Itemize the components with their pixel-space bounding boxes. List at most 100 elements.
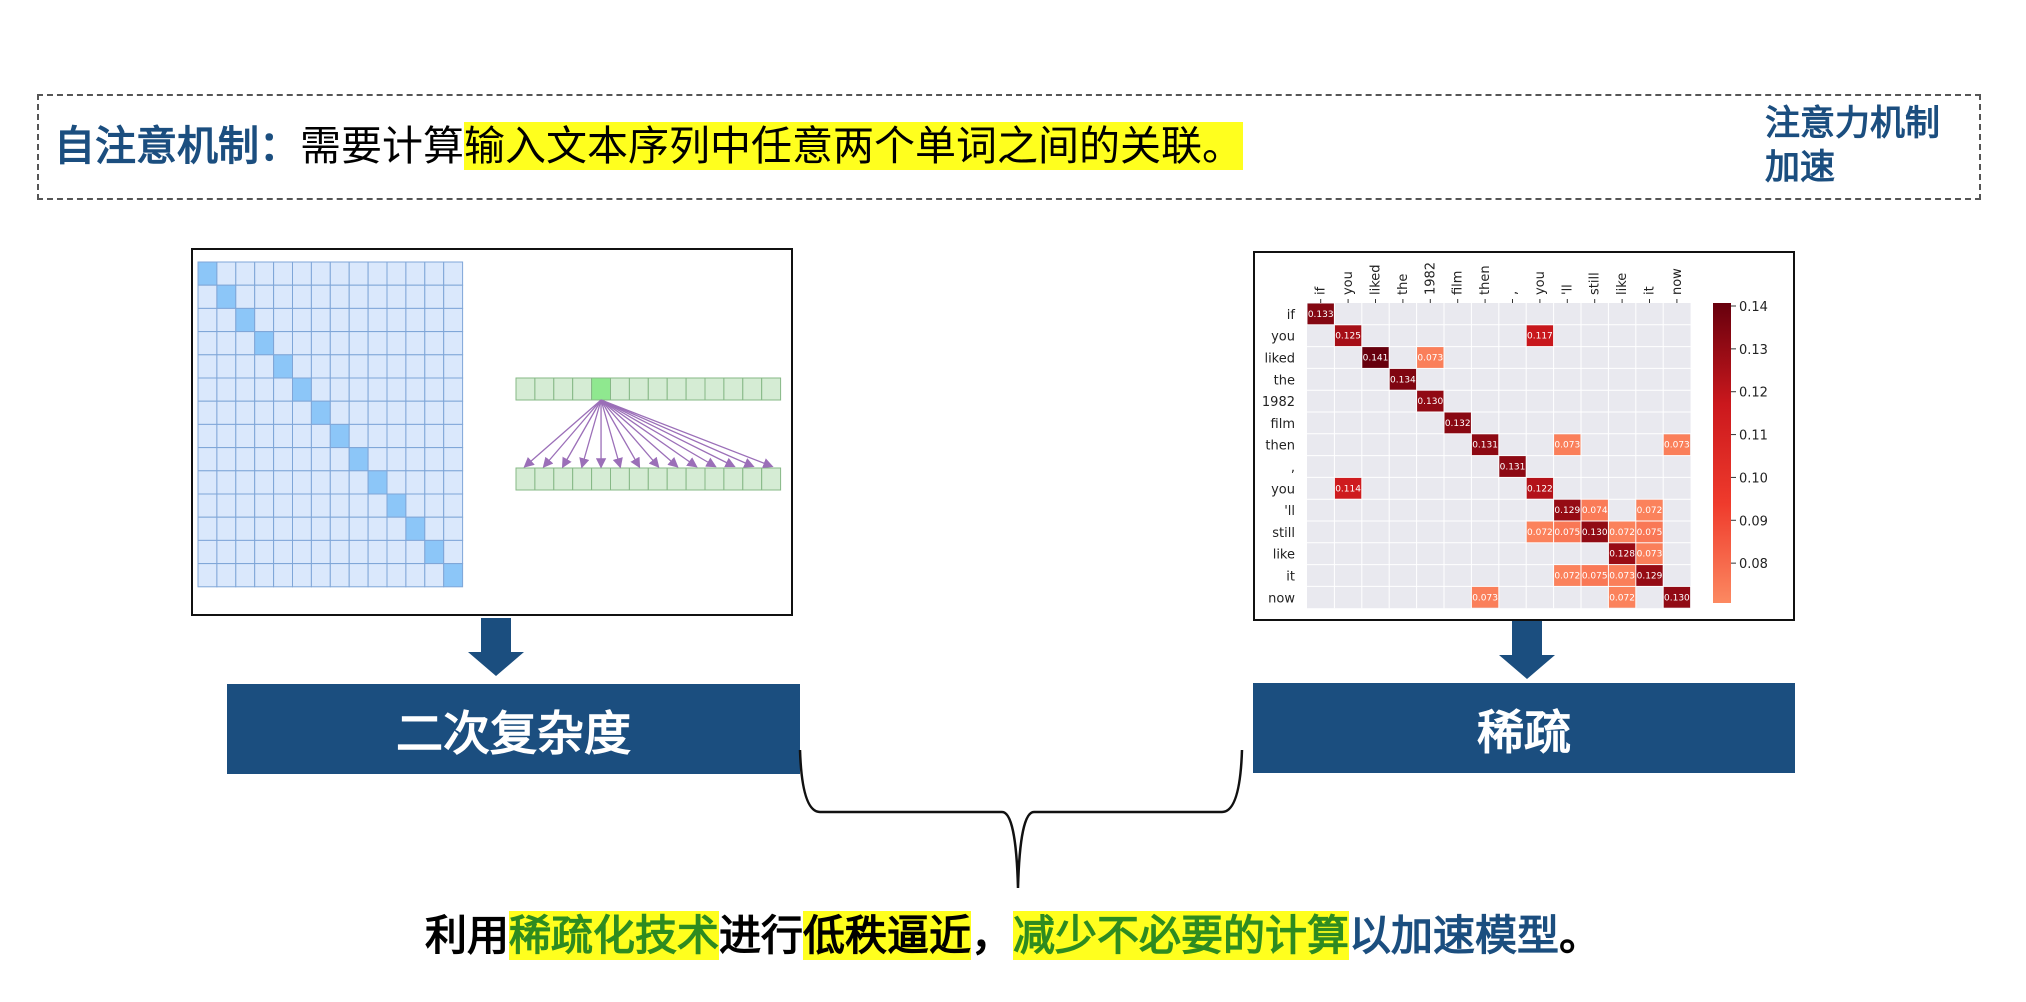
- heatmap-cell-label: 0.072: [1609, 528, 1635, 538]
- grid-cell: [273, 307, 293, 333]
- grid-cell: [386, 261, 407, 286]
- grid-cell: [216, 516, 237, 541]
- grid-cell: [235, 423, 256, 449]
- grid-cell: [235, 539, 256, 565]
- down-arrow-right-icon: [1499, 621, 1555, 679]
- heatmap-cell-label: 0.072: [1527, 528, 1553, 538]
- y-tick-label: like: [1273, 548, 1295, 563]
- heatmap-cell-label: 0.072: [1609, 593, 1635, 603]
- grid-cell: [424, 493, 445, 518]
- grid-cell: [424, 423, 445, 449]
- grid-cell: [367, 516, 388, 541]
- query-token: [685, 377, 706, 401]
- grid-cell: [310, 354, 331, 379]
- query-token: [515, 377, 536, 401]
- grid-cell: [443, 563, 464, 588]
- grid-cell: [405, 261, 426, 286]
- grid-cell: [273, 423, 293, 449]
- quadratic-complexity-box: 二次复杂度: [227, 684, 800, 774]
- heatmap-cell-label: 0.125: [1335, 332, 1361, 342]
- heatmap-cell-label: 0.131: [1472, 441, 1498, 451]
- heatmap-cell-label: 0.075: [1582, 572, 1608, 582]
- grid-cell: [254, 493, 275, 518]
- grid-cell: [405, 284, 426, 309]
- heatmap-cell-label: 0.074: [1582, 506, 1608, 516]
- grid-cell: [273, 470, 293, 495]
- grid-cell: [329, 563, 350, 588]
- grid-cell: [273, 354, 293, 379]
- y-tick-label: 'll: [1284, 504, 1295, 519]
- conclusion-part-6: 减少不必要的计算: [1013, 911, 1350, 960]
- key-token: [515, 467, 536, 491]
- grid-cell: [292, 331, 312, 356]
- grid-cell: [443, 331, 464, 356]
- grid-cell: [235, 307, 256, 333]
- heatmap-cell: [1663, 586, 1691, 608]
- grid-cell: [424, 400, 445, 425]
- heatmap-cell: [1554, 521, 1581, 543]
- grid-cell: [235, 400, 256, 425]
- grid-cell: [292, 354, 312, 379]
- heatmap-cell: [1471, 586, 1499, 608]
- grid-cell: [329, 516, 350, 541]
- grid-cell: [273, 377, 293, 402]
- colorbar: [1713, 303, 1731, 603]
- grid-cell: [292, 539, 312, 565]
- y-tick-label: you: [1271, 330, 1295, 345]
- heatmap-cell-label: 0.072: [1637, 506, 1663, 516]
- grid-cell: [292, 493, 312, 518]
- y-tick-label: 1982: [1262, 395, 1295, 410]
- grid-cell: [386, 563, 407, 588]
- grid-cell: [310, 516, 331, 541]
- grid-cell: [254, 470, 275, 495]
- corner-line-2: 加速: [1765, 148, 1836, 188]
- grid-cell: [405, 423, 426, 449]
- query-token: [534, 377, 555, 401]
- heatmap-cell: [1307, 303, 1334, 325]
- grid-cell: [273, 447, 293, 472]
- grid-cell: [348, 261, 369, 286]
- grid-cell: [367, 377, 388, 402]
- header-colon: ：: [259, 122, 300, 170]
- grid-cell: [254, 539, 275, 565]
- sparse-box: 稀疏: [1253, 683, 1795, 773]
- grid-cell: [310, 423, 331, 449]
- grid-cell: [367, 284, 388, 309]
- grid-cell: [254, 307, 275, 333]
- heatmap-cell: [1444, 412, 1471, 434]
- dense-attention-figure: [197, 261, 782, 588]
- grid-cell: [216, 400, 237, 425]
- grid-cell: [235, 447, 256, 472]
- heatmap-cell: [1554, 499, 1581, 521]
- heatmap-cell-label: 0.133: [1308, 310, 1334, 320]
- grid-cell: [367, 423, 388, 449]
- colorbar-tick-label: 0.14: [1739, 300, 1768, 315]
- query-token: [704, 377, 725, 401]
- heatmap-cell-label: 0.073: [1554, 441, 1580, 451]
- grid-cell: [405, 470, 426, 495]
- heatmap-cell: [1581, 521, 1608, 543]
- key-token: [685, 467, 706, 491]
- grid-cell: [386, 400, 407, 425]
- grid-cell: [443, 400, 464, 425]
- key-token: [572, 467, 593, 491]
- grid-cell: [254, 447, 275, 472]
- grid-cell: [216, 423, 237, 449]
- y-tick-label: film: [1271, 417, 1295, 432]
- heatmap-cell-label: 0.128: [1609, 550, 1635, 560]
- x-tick-label: you: [1533, 271, 1548, 295]
- x-tick-label: ,: [1506, 291, 1521, 295]
- header-corner-label: 注意力机制 加速: [1765, 102, 1940, 190]
- grid-cell: [367, 307, 388, 333]
- grid-cell: [292, 284, 312, 309]
- grid-cell: [235, 563, 256, 588]
- grid-cell: [443, 377, 464, 402]
- heatmap-cell: [1581, 565, 1608, 586]
- grid-cell: [443, 539, 464, 565]
- grid-cell: [310, 307, 331, 333]
- grid-cell: [292, 563, 312, 588]
- grid-cell: [292, 400, 312, 425]
- grid-cell: [216, 261, 237, 286]
- conclusion-part-2: 稀疏化技术: [508, 911, 719, 960]
- grid-cell: [254, 516, 275, 541]
